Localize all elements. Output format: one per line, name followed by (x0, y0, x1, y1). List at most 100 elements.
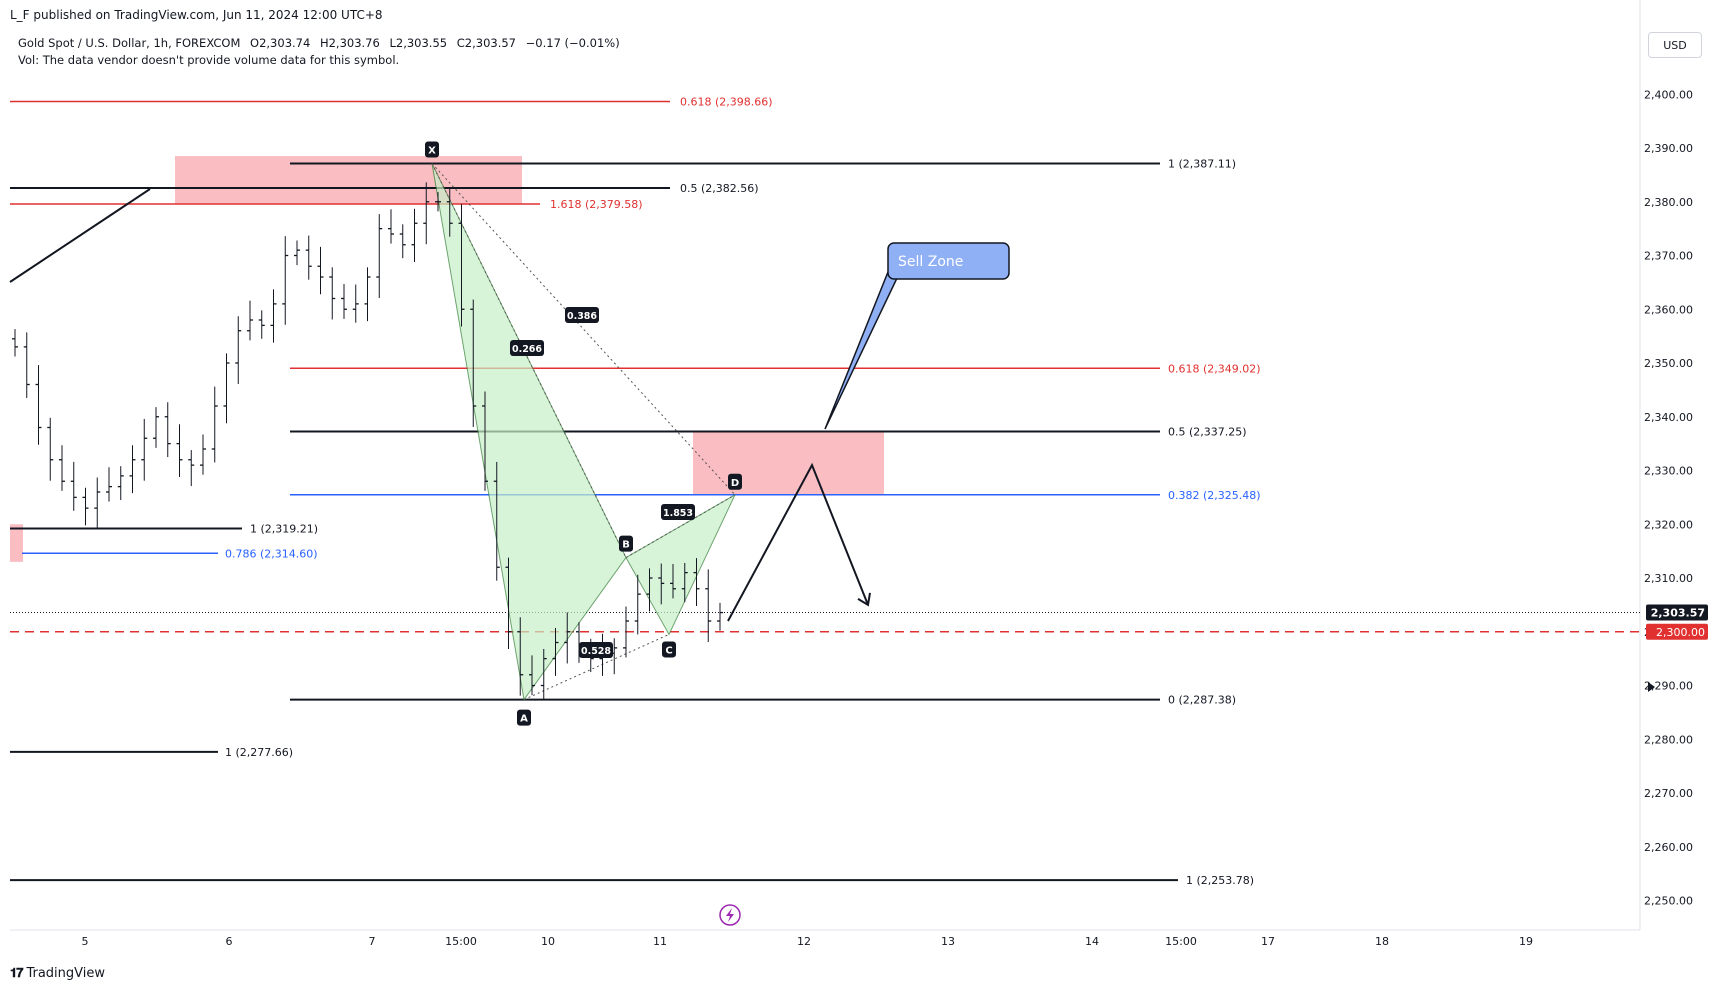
x-tick-label: 18 (1375, 935, 1389, 948)
pattern-point-badge (662, 641, 676, 658)
candle (82, 487, 89, 526)
candle (305, 235, 312, 280)
symbol-name[interactable]: Gold Spot / U.S. Dollar, 1h, FOREXCOM (18, 36, 241, 50)
candle (646, 568, 653, 612)
x-tick-label: 7 (369, 935, 376, 948)
fib-level-label: 0.786 (2,314.60) (225, 547, 318, 560)
candle (235, 316, 242, 384)
x-tick-label: 15:00 (1165, 935, 1197, 948)
tradingview-logo[interactable]: 𝟏𝟕 TradingView (10, 966, 105, 981)
sell-zone-callout (887, 242, 1010, 280)
x-tick-label: 11 (653, 935, 667, 948)
candle (258, 310, 265, 339)
ratio-label: 0.266 (512, 344, 542, 355)
candle (164, 402, 171, 458)
candle (693, 558, 700, 606)
y-tick-label: 2,330.00 (1644, 465, 1693, 478)
candle (705, 569, 712, 642)
tradingview-icon: 𝟏𝟕 (10, 966, 24, 981)
x-tick-label: 13 (941, 935, 955, 948)
candle (493, 461, 500, 581)
candle (176, 424, 183, 477)
fib-level-label: 1 (2,253.78) (1186, 874, 1254, 887)
candle (188, 450, 195, 487)
candle (505, 557, 512, 649)
y-tick-label: 2,290.00 (1644, 680, 1693, 693)
alert-price-tag (1646, 623, 1708, 640)
lightning-icon (719, 904, 741, 926)
trend-line (9, 188, 151, 283)
x-tick-label: 17 (1261, 935, 1275, 948)
y-tick-label: 2,280.00 (1644, 733, 1693, 746)
candle (94, 477, 101, 530)
symbol-legend: Gold Spot / U.S. Dollar, 1h, FOREXCOM O2… (18, 36, 626, 50)
candle (70, 461, 77, 511)
fib-level-label: 0 (2,287.38) (1168, 694, 1236, 707)
pattern-point-badge (728, 473, 742, 490)
candle (352, 284, 359, 323)
y-tick-label: 2,320.00 (1644, 518, 1693, 531)
pattern-point-label: D (731, 478, 739, 489)
candle (211, 386, 218, 463)
current-price-label: 2,303.57 (1651, 607, 1705, 620)
y-tick-label: 2,360.00 (1644, 303, 1693, 316)
fib-level-label: 1 (2,319.21) (250, 522, 318, 535)
candle (623, 606, 629, 658)
candle (552, 627, 559, 676)
volume-note: Vol: The data vendor doesn't provide vol… (18, 53, 400, 67)
pattern-triangle-bcd (625, 493, 737, 636)
callout-pointer (824, 271, 900, 430)
x-tick-label: 15:00 (445, 935, 477, 948)
pattern-ac-line (523, 633, 670, 701)
candle (540, 648, 547, 699)
candle (388, 209, 394, 244)
candle (200, 434, 206, 475)
fib-level-label: 0.618 (2,349.02) (1168, 362, 1261, 375)
fib-level-label: 1 (2,387.11) (1168, 158, 1236, 171)
candle (35, 365, 42, 445)
candle (670, 564, 676, 599)
pattern-point-label: B (622, 540, 630, 551)
candle (117, 466, 124, 501)
candle (317, 246, 324, 295)
sell-zone-label: Sell Zone (898, 254, 963, 270)
candle (247, 300, 253, 341)
ratio-badge (510, 340, 544, 356)
lightning-bolt-icon (726, 908, 734, 922)
candle (482, 391, 488, 491)
candle (411, 208, 418, 262)
pattern-point-badge (619, 535, 633, 552)
ratio-label: 0.386 (567, 311, 597, 322)
fib-level-label: 0.5 (2,382.56) (680, 182, 759, 195)
arrow-down-icon (857, 592, 871, 607)
candle (399, 224, 406, 259)
projection-path (727, 462, 869, 622)
supply-zone-edge (10, 524, 23, 562)
scroll-arrow-icon (1648, 682, 1655, 692)
price-change: −0.17 (−0.01%) (525, 36, 620, 50)
fib-level-label: 0.382 (2,325.48) (1168, 489, 1261, 502)
candle (223, 353, 230, 424)
y-tick-label: 2,250.00 (1644, 895, 1693, 908)
y-tick-label: 2,260.00 (1644, 841, 1693, 854)
x-tick-label: 19 (1519, 935, 1533, 948)
candle (458, 203, 465, 327)
x-tick-label: 10 (541, 935, 555, 948)
candle (446, 187, 453, 237)
candle (59, 445, 65, 491)
pattern-point-label: A (520, 714, 528, 725)
candle (141, 418, 148, 481)
pattern-point-badge (425, 141, 439, 158)
candle (681, 562, 688, 603)
x-tick-label: 6 (226, 935, 233, 948)
y-tick-label: 2,340.00 (1644, 411, 1693, 424)
currency-button[interactable]: USD (1648, 32, 1702, 58)
candle (23, 332, 30, 398)
x-tick-label: 14 (1085, 935, 1099, 948)
candle (153, 407, 159, 448)
y-tick-label: 2,400.00 (1644, 88, 1693, 101)
candle (329, 267, 336, 320)
pattern-point-label: X (428, 146, 436, 157)
